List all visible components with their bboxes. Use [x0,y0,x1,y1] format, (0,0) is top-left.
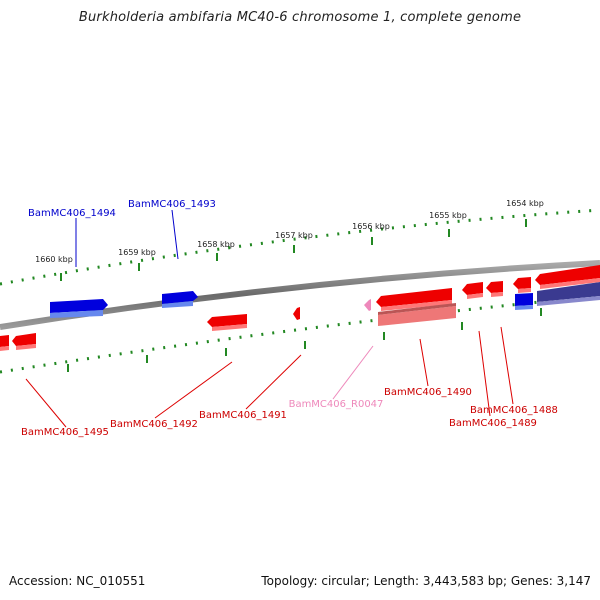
gene-forward-partial-long[interactable] [537,282,600,306]
gene-reverse-partial-small[interactable] [513,277,531,293]
gene-labels: BamMC406_1494 BamMC406_1493 BamMC406_149… [21,199,558,438]
scale-label-1656: 1656 kbp [352,222,390,231]
gene-label-1489[interactable]: BamMC406_1489 [449,418,537,429]
scale-label-1655: 1655 kbp [429,211,467,220]
gene-label-1493[interactable]: BamMC406_1493 [128,199,216,210]
inner-scale-ring [0,294,600,374]
gene-BamMC406_1488[interactable] [486,281,503,297]
gene-BamMC406_1492[interactable] [207,314,247,331]
scale-label-1658: 1658 kbp [197,240,235,249]
genome-summary-text: Topology: circular; Length: 3,443,583 bp… [261,574,591,588]
gene-BamMC406_1490[interactable] [376,288,452,311]
gene-label-1488[interactable]: BamMC406_1488 [470,405,558,416]
gene-reverse-partial-long[interactable] [535,265,600,289]
gene-BamMC406_1489[interactable] [462,282,483,299]
gene-BamMC406_1490-alt[interactable] [378,303,456,326]
scale-label-1660: 1660 kbp [35,255,73,264]
scale-label-1657: 1657 kbp [275,231,313,240]
accession-text: Accession: NC_010551 [9,574,146,588]
reverse-strand-genes [0,265,600,351]
gene-BamMC406_1491[interactable] [293,307,300,320]
gene-label-1491[interactable]: BamMC406_1491 [199,410,287,421]
gene-BamMC406_1493[interactable] [162,291,198,308]
label-leader-lines [25,209,514,428]
gene-label-1494[interactable]: BamMC406_1494 [28,208,116,219]
gene-label-R0047[interactable]: BamMC406_R0047 [289,399,384,410]
gene-forward-partial-small[interactable] [515,293,533,310]
gene-BamMC406_R0047[interactable] [364,299,371,311]
outer-scale-dots [0,208,600,286]
gene-label-1495[interactable]: BamMC406_1495 [21,427,109,438]
gene-label-1492[interactable]: BamMC406_1492 [110,419,198,430]
outer-scale-ring: 1660 kbp 1659 kbp 1658 kbp 1657 kbp 1656… [0,199,600,286]
forward-strand-genes [50,282,600,318]
gene-label-1490[interactable]: BamMC406_1490 [384,387,472,398]
gene-BamMC406_1495-a[interactable] [0,335,9,351]
map-title: Burkholderia ambifaria MC40-6 chromosome… [78,10,522,25]
gene-BamMC406_1495[interactable] [12,333,36,350]
gene-BamMC406_1494[interactable] [50,299,108,318]
scale-label-1659: 1659 kbp [118,248,156,257]
scale-label-1654: 1654 kbp [506,199,544,208]
